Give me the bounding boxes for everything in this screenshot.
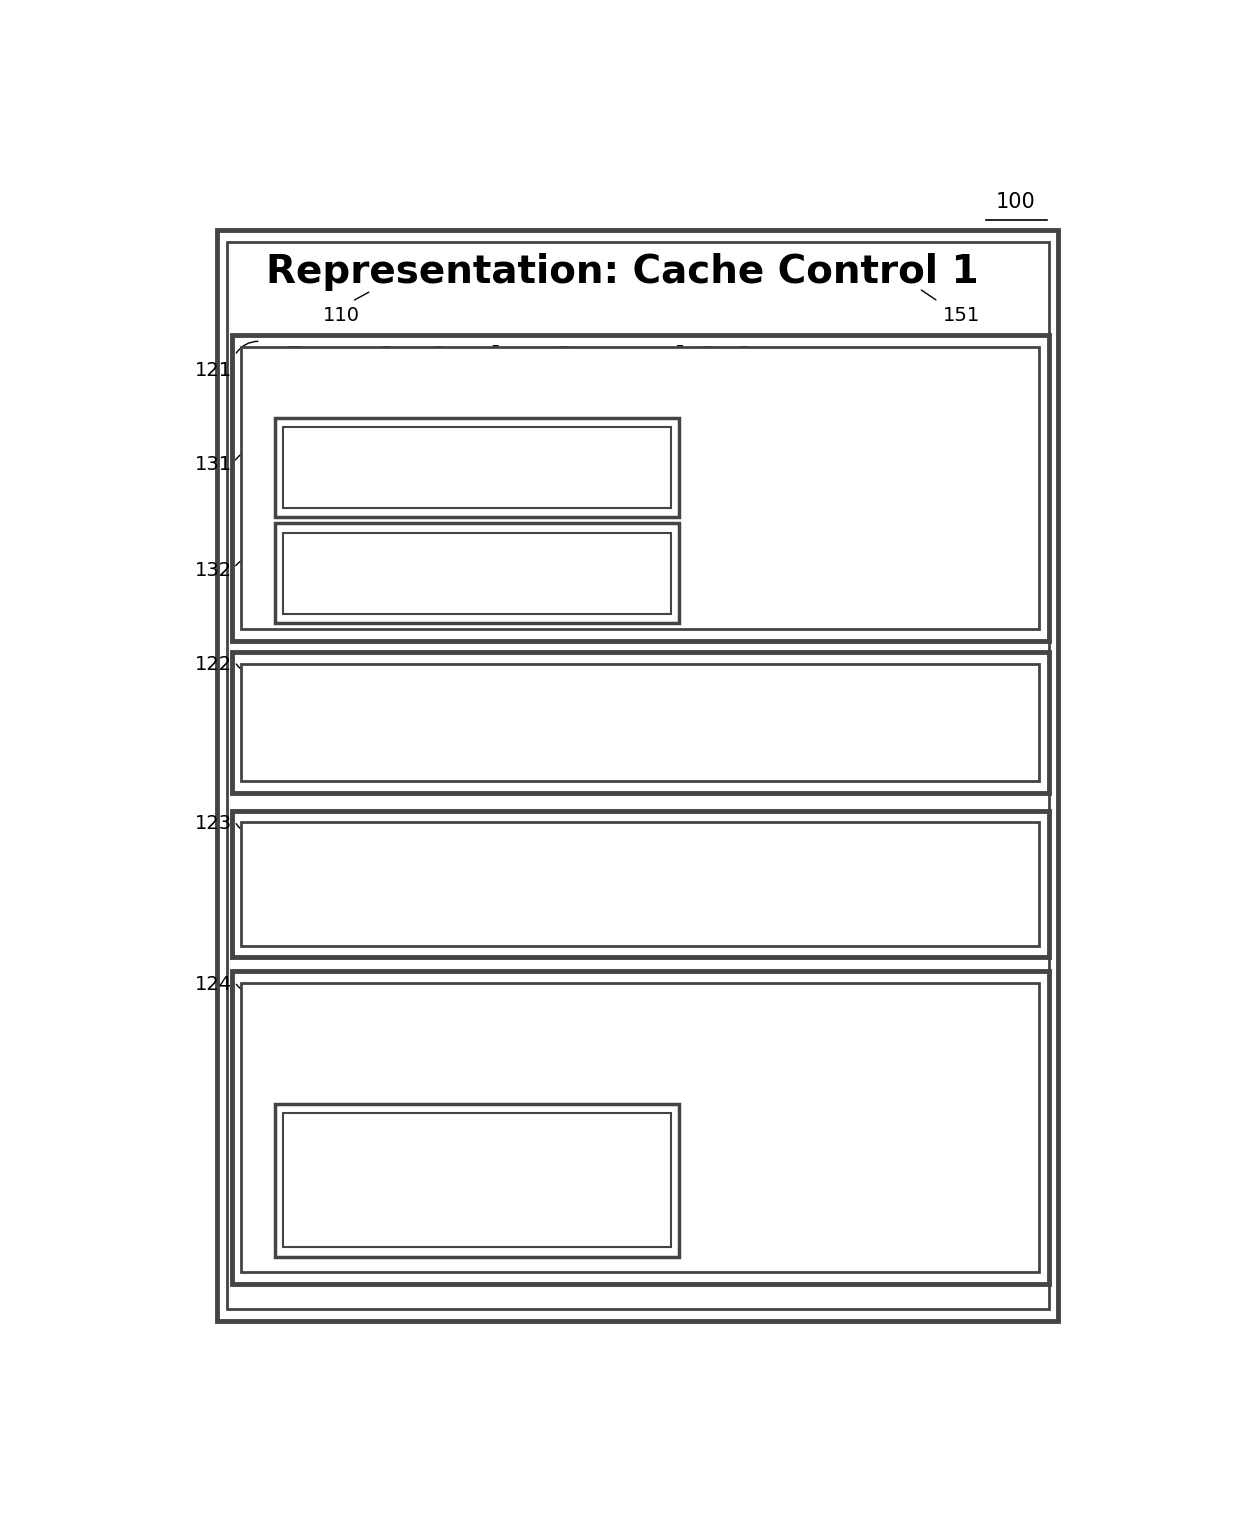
Bar [232, 652, 1049, 792]
Text: 131: 131 [196, 456, 232, 474]
Bar [283, 1114, 671, 1247]
Bar [217, 230, 1058, 1321]
Text: 124: 124 [196, 975, 232, 994]
Bar [242, 664, 1039, 782]
Text: 151: 151 [942, 306, 981, 325]
Bar [283, 532, 671, 614]
Bar [227, 242, 1049, 1309]
Text: 132: 132 [196, 561, 232, 579]
Bar [232, 811, 1049, 957]
Text: Part 4:: Part 4: [285, 998, 412, 1032]
Text: 121: 121 [196, 361, 232, 381]
Bar [242, 983, 1039, 1273]
Text: 152: 152 [698, 395, 735, 413]
Bar [283, 427, 671, 507]
Text: Part 3: Cache Control 2.2: Part 3: Cache Control 2.2 [285, 840, 756, 873]
Bar [242, 347, 1039, 629]
Text: Part 11: Part 11 [314, 424, 438, 453]
Text: 100: 100 [996, 192, 1035, 212]
Text: 153: 153 [780, 925, 817, 943]
Text: 133: 133 [683, 1148, 720, 1166]
Bar [242, 823, 1039, 945]
Bar [232, 335, 1049, 640]
Bar [275, 523, 678, 623]
Text: 122: 122 [196, 655, 232, 674]
Text: Representation: Cache Control 1: Representation: Cache Control 1 [265, 253, 978, 291]
Bar [275, 418, 678, 517]
Text: Part 41: Part 41 [314, 1109, 438, 1138]
Text: 123: 123 [196, 814, 232, 834]
Text: Part 1: Cache Control 2.1: Part 1: Cache Control 2.1 [285, 344, 756, 378]
Text: Part 2:: Part 2: [285, 681, 412, 715]
Text: Part 12: Part 12 [314, 529, 438, 558]
Bar [232, 971, 1049, 1283]
Bar [275, 1103, 678, 1257]
Text: 110: 110 [324, 306, 360, 325]
